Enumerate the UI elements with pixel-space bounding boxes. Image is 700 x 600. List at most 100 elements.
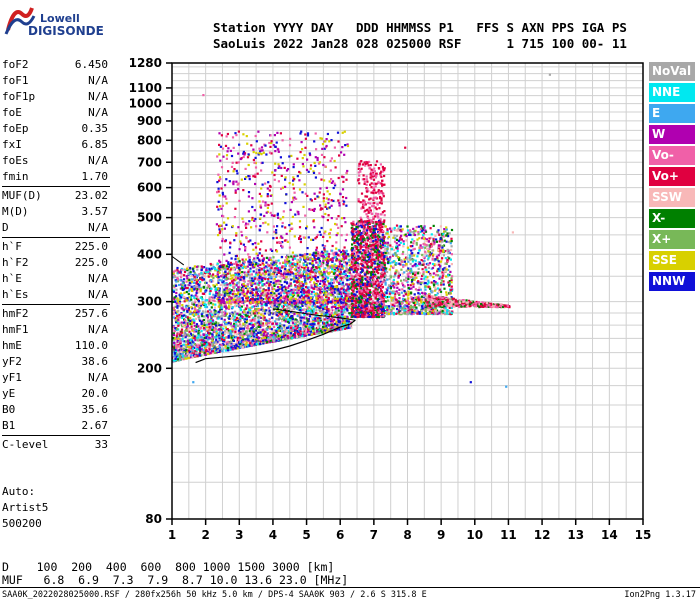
echo-point — [184, 356, 187, 359]
echo-point — [241, 329, 245, 332]
echo-point — [224, 305, 227, 308]
echo-point — [275, 313, 278, 316]
echo-point — [274, 262, 278, 265]
param-value: 38.6 — [81, 355, 109, 368]
echo-point — [218, 339, 221, 342]
echo-point — [230, 342, 233, 345]
echo-point — [326, 293, 329, 297]
echo-point — [332, 295, 336, 298]
echo-point — [256, 282, 259, 285]
echo-point — [344, 274, 347, 277]
echo-point — [302, 316, 306, 319]
echo-point — [209, 345, 212, 348]
echo-point — [328, 313, 331, 316]
echo-point — [217, 279, 220, 282]
echo-point — [242, 283, 245, 286]
echo-point — [200, 348, 203, 351]
echo-point — [329, 228, 332, 231]
echo-point — [238, 271, 242, 274]
echo-point — [238, 319, 241, 322]
echo-point — [208, 300, 211, 303]
echo-point — [254, 333, 258, 336]
echo-point — [239, 331, 242, 334]
echo-point — [263, 283, 266, 286]
echo-point — [259, 248, 262, 251]
echo-point — [329, 327, 332, 330]
echo-point — [207, 284, 210, 287]
echo-point — [176, 315, 179, 318]
echo-point — [293, 301, 296, 304]
echo-point — [326, 252, 329, 256]
echo-point — [338, 270, 341, 273]
echo-point — [193, 343, 196, 346]
echo-point — [264, 265, 267, 268]
echo-point — [297, 332, 300, 336]
echo-point — [195, 297, 198, 300]
echo-point — [190, 343, 193, 346]
echo-point — [223, 338, 226, 341]
echo-point — [308, 306, 311, 309]
echo-point — [232, 183, 235, 186]
echo-point — [195, 334, 198, 337]
echo-point — [350, 263, 353, 266]
echo-point — [273, 261, 276, 264]
echo-point — [275, 330, 278, 334]
echo-point — [239, 333, 242, 336]
echo-point — [279, 297, 282, 301]
echo-point — [252, 342, 255, 345]
echo-point — [202, 301, 205, 304]
echo-point — [342, 296, 345, 300]
param-value: N/A — [88, 154, 108, 167]
echo-point — [286, 260, 289, 264]
echo-point — [199, 334, 202, 337]
echo-point — [301, 283, 304, 286]
echo-point — [174, 359, 177, 362]
echo-point — [204, 347, 207, 350]
echo-point — [273, 178, 276, 181]
param-name: fmin — [2, 170, 29, 183]
echo-point — [251, 205, 254, 209]
echo-point — [225, 202, 228, 205]
echo-point — [288, 298, 291, 301]
echo-point — [253, 298, 256, 301]
param-value: 3.57 — [81, 205, 109, 218]
echo-point — [308, 152, 311, 155]
echo-point — [177, 318, 180, 321]
echo-point — [338, 298, 342, 301]
echo-point — [191, 328, 194, 331]
echo-point — [318, 265, 321, 268]
echo-point — [296, 314, 299, 318]
echo-point — [323, 298, 327, 301]
echo-point — [291, 329, 294, 332]
echo-point — [172, 289, 175, 292]
echo-point — [310, 279, 313, 282]
echo-point — [319, 272, 322, 275]
echo-point — [272, 225, 275, 228]
echo-point — [323, 277, 326, 281]
echo-point — [211, 328, 214, 331]
echo-point — [224, 275, 227, 278]
echo-point — [312, 325, 315, 328]
echo-point — [316, 233, 319, 237]
echo-point — [209, 325, 212, 328]
echo-point — [271, 290, 274, 294]
echo-point — [310, 266, 314, 269]
echo-point — [336, 317, 340, 320]
echo-point — [237, 187, 240, 191]
echo-point — [191, 355, 194, 359]
param-name: h`F2 — [2, 256, 29, 269]
echo-point — [347, 285, 350, 288]
echo-point — [247, 338, 250, 341]
echo-point — [307, 274, 310, 277]
echo-point — [273, 284, 276, 287]
echo-point — [329, 320, 333, 323]
echo-point — [223, 332, 226, 335]
echo-point — [277, 337, 280, 340]
echo-point — [251, 305, 254, 308]
echo-point — [291, 317, 294, 321]
echo-point — [231, 316, 234, 319]
echo-point — [321, 305, 324, 308]
echo-point — [197, 313, 200, 316]
echo-point — [310, 324, 313, 327]
